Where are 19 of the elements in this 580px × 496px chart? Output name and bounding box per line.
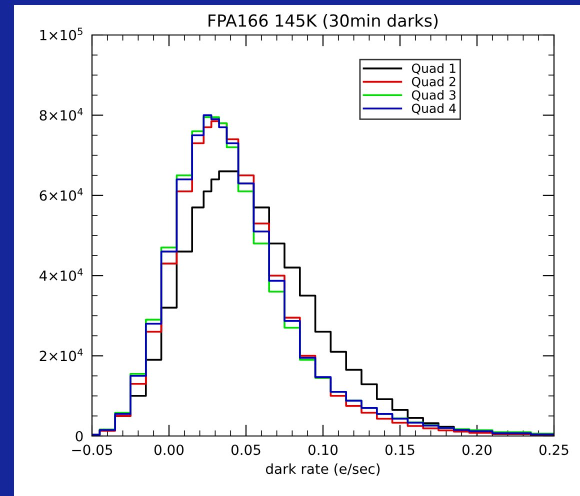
x-tick-label: 0.15 (385, 444, 414, 456)
y-tick-label: 2×10$^{4}$ (40, 348, 83, 362)
legend-label: Quad 1 (412, 63, 456, 74)
y-tick-label: 8×10$^{4}$ (40, 108, 83, 121)
legend-label: Quad 4 (412, 103, 456, 114)
y-tick-label: 4×10$^{4}$ (39, 268, 83, 281)
x-tick-label: −0.05 (72, 444, 112, 456)
x-tick-label: 0.10 (308, 444, 338, 456)
y-tick-label: 6×10$^{4}$ (40, 188, 83, 201)
x-tick-label: 0.20 (462, 444, 492, 456)
x-tick-label: 0.25 (539, 444, 568, 456)
x-axis-title: dark rate (e/sec) (266, 463, 380, 476)
y-tick-label: 0 (76, 430, 83, 442)
x-tick-label: 0.00 (154, 444, 184, 456)
legend-label: Quad 3 (412, 90, 456, 102)
x-tick-label: 0.05 (231, 444, 260, 456)
chart-title: FPA166 145K (30min darks) (208, 14, 438, 29)
legend-label: Quad 2 (412, 76, 456, 88)
y-tick-label: 1×10$^{5}$ (40, 28, 82, 40)
